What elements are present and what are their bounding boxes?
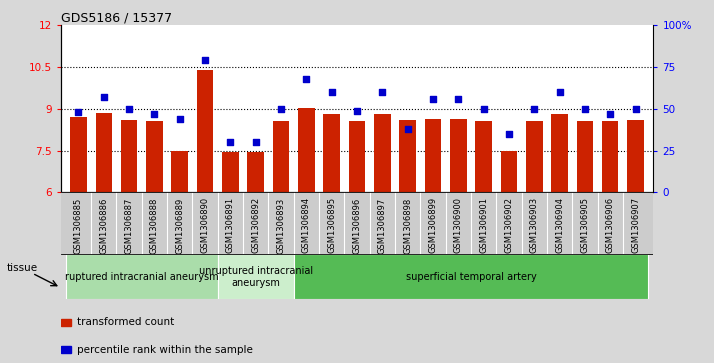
Bar	[577, 121, 593, 192]
Point	[376, 89, 388, 95]
Bar	[70, 117, 86, 192]
Point	[453, 96, 464, 102]
Text: GSM1306895: GSM1306895	[327, 197, 336, 253]
Text: GSM1306892: GSM1306892	[251, 197, 260, 253]
Text: ruptured intracranial aneurysm: ruptured intracranial aneurysm	[65, 272, 218, 282]
Text: GSM1306886: GSM1306886	[99, 197, 109, 254]
Text: GSM1306906: GSM1306906	[605, 197, 615, 253]
Bar	[425, 119, 441, 192]
Bar	[348, 121, 366, 192]
Point	[73, 109, 84, 115]
Bar	[218, 254, 293, 299]
Text: GSM1306904: GSM1306904	[555, 197, 564, 253]
Bar	[96, 113, 112, 192]
Text: tissue: tissue	[7, 263, 39, 273]
Text: GSM1306885: GSM1306885	[74, 197, 83, 254]
Bar	[61, 346, 71, 354]
Point	[225, 139, 236, 145]
Text: GSM1306889: GSM1306889	[175, 197, 184, 254]
Point	[326, 89, 338, 95]
Bar	[323, 114, 340, 192]
Text: GSM1306899: GSM1306899	[428, 197, 438, 253]
Text: superficial temporal artery: superficial temporal artery	[406, 272, 536, 282]
Point	[276, 106, 287, 112]
Bar	[526, 121, 543, 192]
Text: GSM1306888: GSM1306888	[150, 197, 159, 254]
Text: GSM1306890: GSM1306890	[201, 197, 209, 253]
Text: GSM1306905: GSM1306905	[580, 197, 590, 253]
Point	[630, 106, 641, 112]
Point	[124, 106, 135, 112]
Bar	[273, 121, 289, 192]
Point	[351, 108, 363, 114]
Bar	[450, 119, 466, 192]
Text: GSM1306898: GSM1306898	[403, 197, 412, 254]
Bar	[399, 120, 416, 192]
Text: GSM1306903: GSM1306903	[530, 197, 539, 253]
Point	[528, 106, 540, 112]
Bar	[476, 121, 492, 192]
Bar	[501, 151, 517, 192]
Point	[402, 126, 413, 132]
Bar	[66, 254, 218, 299]
Point	[503, 131, 515, 137]
Text: GSM1306900: GSM1306900	[454, 197, 463, 253]
Text: GSM1306887: GSM1306887	[124, 197, 134, 254]
Text: GDS5186 / 15377: GDS5186 / 15377	[61, 11, 172, 24]
Text: transformed count: transformed count	[77, 317, 174, 327]
Bar	[146, 121, 163, 192]
Point	[98, 94, 109, 100]
Text: GSM1306902: GSM1306902	[505, 197, 513, 253]
Text: unruptured intracranial
aneurysm: unruptured intracranial aneurysm	[198, 266, 313, 287]
Bar	[551, 114, 568, 192]
Point	[149, 111, 160, 117]
Point	[478, 106, 489, 112]
Point	[579, 106, 590, 112]
Bar	[298, 107, 315, 192]
Bar	[197, 70, 213, 192]
Point	[174, 116, 186, 122]
Point	[554, 89, 565, 95]
Text: GSM1306897: GSM1306897	[378, 197, 387, 254]
Text: percentile rank within the sample: percentile rank within the sample	[77, 344, 253, 355]
Point	[250, 139, 261, 145]
Bar	[121, 120, 137, 192]
Text: GSM1306894: GSM1306894	[302, 197, 311, 253]
Text: GSM1306896: GSM1306896	[353, 197, 361, 254]
Bar	[61, 319, 71, 326]
Point	[199, 58, 211, 64]
Bar	[248, 152, 264, 192]
Bar	[602, 121, 618, 192]
Bar	[374, 114, 391, 192]
Text: GSM1306893: GSM1306893	[276, 197, 286, 254]
Point	[427, 96, 438, 102]
Text: GSM1306901: GSM1306901	[479, 197, 488, 253]
Text: GSM1306907: GSM1306907	[631, 197, 640, 253]
Point	[605, 111, 616, 117]
Text: GSM1306891: GSM1306891	[226, 197, 235, 253]
Bar	[222, 152, 238, 192]
Bar	[171, 151, 188, 192]
Bar	[628, 120, 644, 192]
Point	[301, 76, 312, 82]
Bar	[293, 254, 648, 299]
